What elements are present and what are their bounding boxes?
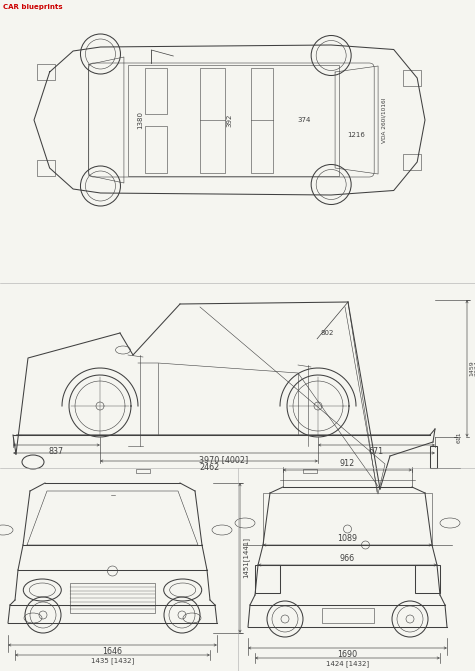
Bar (322, 608, 373, 623)
Text: 392: 392 (227, 113, 232, 127)
Bar (200, 68, 225, 172)
Bar (403, 154, 421, 170)
Text: 837: 837 (49, 447, 64, 456)
Text: VDA 260l/1016l: VDA 260l/1016l (382, 97, 387, 143)
Bar (128, 64, 339, 176)
Bar (415, 565, 440, 593)
Text: 802: 802 (320, 329, 333, 336)
Text: 1380: 1380 (137, 111, 143, 129)
Bar (37, 160, 55, 176)
Text: 2462: 2462 (199, 463, 219, 472)
Text: 374: 374 (297, 117, 311, 123)
Bar (145, 68, 167, 113)
Bar (430, 446, 437, 468)
Text: 611: 611 (457, 431, 462, 443)
Text: 1459
2034: 1459 2034 (469, 360, 475, 376)
Bar (251, 68, 273, 172)
Bar (303, 469, 317, 473)
Text: CAR blueprints: CAR blueprints (3, 4, 63, 10)
Text: 912: 912 (340, 459, 355, 468)
Bar (70, 583, 155, 613)
Text: 671: 671 (369, 447, 384, 456)
Bar (136, 469, 150, 473)
Bar (403, 70, 421, 86)
Text: 966: 966 (340, 554, 355, 563)
Bar (263, 493, 432, 545)
Bar (37, 64, 55, 80)
Text: 1435 [1432]: 1435 [1432] (91, 657, 134, 664)
Bar (145, 126, 167, 172)
Text: 1089: 1089 (337, 534, 358, 543)
Text: 1216: 1216 (347, 132, 365, 138)
Bar (255, 565, 280, 593)
Text: 1451[1441]: 1451[1441] (242, 537, 249, 578)
Text: 1646: 1646 (103, 647, 123, 656)
Text: 1424 [1432]: 1424 [1432] (326, 660, 369, 667)
Text: 1690: 1690 (337, 650, 358, 659)
Text: 3970 [4002]: 3970 [4002] (200, 455, 248, 464)
